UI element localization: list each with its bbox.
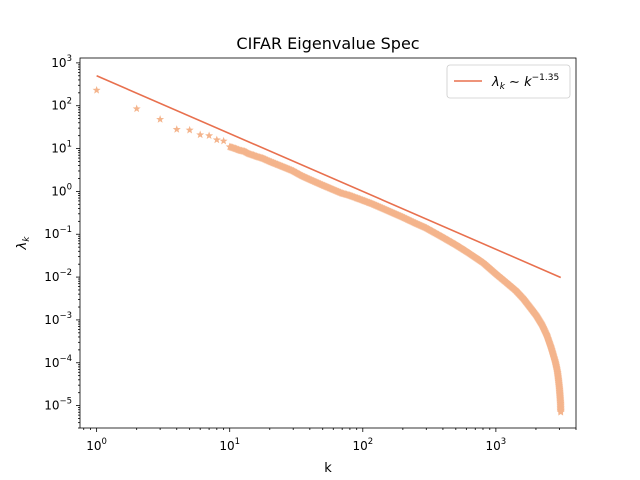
y-axis-label-sub: k — [22, 236, 32, 242]
y-tick-label: 10−1 — [44, 225, 72, 241]
y-axis-label-lambda: λ — [15, 242, 30, 251]
x-axis: 100 101 102 103 — [83, 428, 577, 453]
legend-label: λk ∼ k−1.35 — [491, 73, 559, 92]
plot-area — [79, 57, 577, 429]
legend-frame — [446, 64, 571, 99]
data-point — [156, 115, 165, 123]
data-point — [132, 104, 141, 113]
y-axis-label: λk — [15, 236, 32, 251]
x-axis-label: k — [324, 461, 332, 476]
chart-title: CIFAR Eigenvalue Spec — [236, 34, 419, 53]
data-point — [92, 86, 101, 94]
fit-line — [96, 75, 562, 279]
legend-lambda: λ — [491, 75, 500, 90]
y-tick-label: 101 — [51, 140, 72, 156]
legend-tilde: ∼ — [505, 75, 524, 90]
x-tick-label: 102 — [352, 437, 373, 453]
y-tick-label: 10−2 — [44, 268, 72, 284]
legend-k: k — [524, 75, 532, 90]
x-tick-label: 101 — [219, 437, 240, 453]
data-point — [556, 408, 565, 416]
legend-exponent: −1.35 — [532, 73, 560, 83]
data-point — [196, 130, 205, 139]
series-layer — [92, 75, 565, 416]
legend: λk ∼ k−1.35 — [446, 64, 571, 99]
y-tick-label: 10−5 — [44, 397, 72, 413]
y-tick-label: 100 — [51, 182, 72, 198]
x-tick-label: 100 — [86, 437, 107, 453]
y-tick-label: 102 — [51, 97, 72, 113]
legend-sub: k — [500, 82, 506, 92]
y-tick-label: 103 — [51, 54, 72, 70]
y-tick-label: 10−3 — [44, 311, 72, 327]
svg-text:λk: λk — [15, 236, 32, 251]
data-point — [212, 135, 221, 144]
data-point — [205, 131, 214, 140]
data-point — [185, 125, 194, 134]
x-tick-label: 103 — [486, 437, 507, 453]
data-point — [219, 136, 228, 145]
data-point — [172, 125, 181, 133]
plot-frame — [79, 57, 577, 429]
y-tick-label: 10−4 — [44, 354, 72, 370]
y-axis: 10−5 10−4 10−3 10−2 10−1 100 101 102 103 — [44, 54, 80, 429]
